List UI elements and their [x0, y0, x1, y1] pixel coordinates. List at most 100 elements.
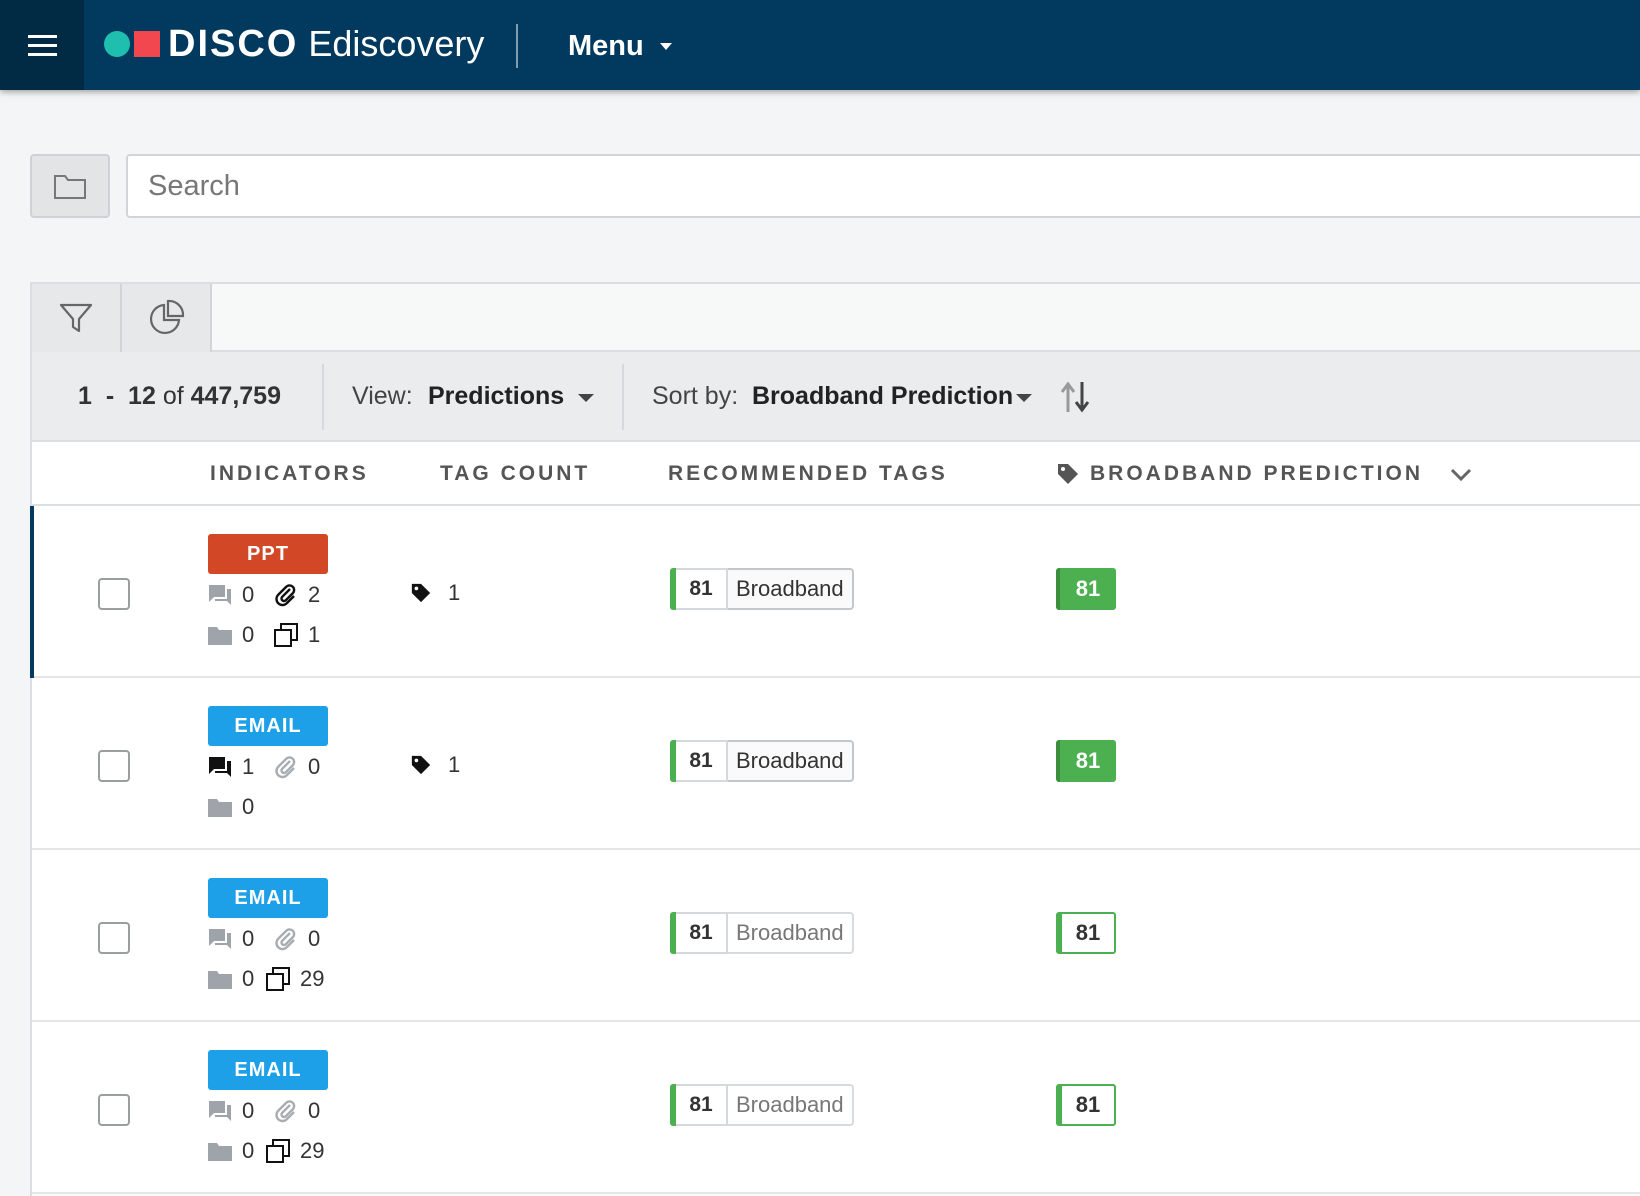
sort-dropdown[interactable]: Broadband Prediction	[752, 382, 1014, 410]
recommended-tag-score: 81	[676, 912, 728, 954]
table-row[interactable]: PPT 0 2 0 1 1 81 Broadband 81	[30, 506, 1640, 678]
paperclip-icon	[275, 756, 296, 779]
row-checkbox[interactable]	[98, 750, 130, 782]
attachments-indicator: 2	[274, 582, 320, 608]
filter-icon	[59, 303, 93, 333]
comment-icon	[209, 1101, 231, 1121]
menu-label: Menu	[568, 29, 644, 62]
recommended-tag-name: Broadband	[728, 1084, 854, 1126]
tag-icon	[1058, 464, 1078, 484]
recommended-tag-name: Broadband	[728, 740, 854, 782]
chart-button[interactable]	[122, 284, 212, 352]
tag-count: 1	[410, 580, 460, 606]
table-row[interactable]: EMAIL 1 0 0 1 81 Broadband 81	[32, 678, 1640, 850]
recommended-tag[interactable]: 81 Broadband	[670, 568, 854, 610]
logo-teal-dot	[104, 31, 130, 57]
copy-icon	[274, 623, 298, 647]
sort-direction-icon[interactable]	[1058, 380, 1092, 414]
view-caret-down-icon[interactable]	[578, 394, 594, 402]
divider	[622, 364, 624, 430]
product-name: Ediscovery	[308, 23, 485, 64]
copies-indicator: 1	[274, 622, 320, 648]
folders-indicator: 0	[208, 966, 254, 992]
folders-indicator: 0	[208, 622, 254, 648]
broadband-prediction-score: 81	[1056, 568, 1116, 610]
row-checkbox[interactable]	[98, 1094, 130, 1126]
filter-button[interactable]	[32, 284, 122, 352]
copies-indicator: 29	[266, 966, 324, 992]
main-menu-dropdown[interactable]: Menu	[568, 26, 672, 66]
table-row[interactable]: EMAIL 0 0 0 29 81 Broadband 81	[32, 1022, 1640, 1194]
recommended-tag-score: 81	[676, 1084, 728, 1126]
divider	[322, 364, 324, 430]
comments-indicator: 0	[208, 582, 254, 608]
doc-type-badge: EMAIL	[208, 878, 328, 918]
folder-icon	[54, 175, 86, 199]
paperclip-icon	[275, 584, 296, 607]
nav-divider	[516, 24, 518, 68]
search-input[interactable]	[126, 154, 1640, 218]
column-header-tag-count[interactable]: TAG COUNT	[440, 462, 591, 485]
comment-icon	[209, 929, 231, 949]
pie-chart-icon	[149, 299, 185, 335]
sort-label: Sort by:	[652, 382, 739, 410]
results-panel: 1 - 12 of 447,759 View: Predictions Sort…	[30, 282, 1640, 1196]
column-header-broadband-prediction[interactable]: BROADBAND PREDICTION	[1090, 462, 1423, 485]
recommended-tag-name: Broadband	[728, 568, 854, 610]
broadband-prediction-score: 81	[1056, 912, 1116, 954]
tag-count: 1	[410, 752, 460, 778]
results-toolbar	[32, 284, 1640, 352]
attachments-indicator: 0	[274, 754, 320, 780]
folder-browse-button[interactable]	[30, 154, 110, 218]
recommended-tag[interactable]: 81 Broadband	[670, 912, 854, 954]
row-checkbox[interactable]	[98, 578, 130, 610]
recommended-tag-name: Broadband	[728, 912, 854, 954]
paperclip-icon	[275, 1100, 296, 1123]
tag-icon	[411, 583, 431, 603]
top-nav-bar: DISCO Ediscovery Menu	[0, 0, 1640, 90]
hamburger-menu-icon[interactable]	[0, 0, 84, 90]
copy-icon	[266, 967, 290, 991]
comments-indicator: 1	[208, 754, 254, 780]
comment-icon	[209, 757, 231, 777]
folder-icon	[208, 1143, 232, 1161]
chevron-down-icon[interactable]	[1450, 468, 1472, 482]
copies-indicator: 29	[266, 1138, 324, 1164]
folders-indicator: 0	[208, 794, 254, 820]
column-header-indicators[interactable]: INDICATORS	[210, 462, 369, 485]
row-checkbox[interactable]	[98, 922, 130, 954]
view-dropdown[interactable]: Predictions	[428, 382, 565, 410]
copy-icon	[266, 1139, 290, 1163]
table-row[interactable]: EMAIL 0 0 0 29 81 Broadband 81	[32, 850, 1640, 1022]
results-info-bar: 1 - 12 of 447,759 View: Predictions Sort…	[32, 352, 1640, 442]
comments-indicator: 0	[208, 926, 254, 952]
brand-name: DISCO	[168, 22, 299, 65]
broadband-prediction-score: 81	[1056, 1084, 1116, 1126]
disco-logo[interactable]: DISCO Ediscovery	[104, 22, 484, 66]
comments-indicator: 0	[208, 1098, 254, 1124]
folders-indicator: 0	[208, 1138, 254, 1164]
folder-icon	[208, 799, 232, 817]
column-header-recommended-tags[interactable]: RECOMMENDED TAGS	[668, 462, 948, 485]
folder-icon	[208, 627, 232, 645]
attachments-indicator: 0	[274, 1098, 320, 1124]
caret-down-icon	[659, 42, 672, 50]
result-count: 1 - 12 of 447,759	[78, 382, 281, 410]
view-label: View:	[352, 382, 413, 410]
recommended-tag[interactable]: 81 Broadband	[670, 740, 854, 782]
doc-type-badge: PPT	[208, 534, 328, 574]
recommended-tag-score: 81	[676, 568, 728, 610]
recommended-tag-score: 81	[676, 740, 728, 782]
folder-icon	[208, 971, 232, 989]
comment-icon	[209, 585, 231, 605]
logo-red-square	[134, 31, 160, 57]
doc-type-badge: EMAIL	[208, 1050, 328, 1090]
table-header: INDICATORS TAG COUNT RECOMMENDED TAGS BR…	[32, 442, 1640, 506]
sort-caret-down-icon[interactable]	[1016, 394, 1032, 402]
recommended-tag[interactable]: 81 Broadband	[670, 1084, 854, 1126]
tag-icon	[411, 755, 431, 775]
paperclip-icon	[275, 928, 296, 951]
doc-type-badge: EMAIL	[208, 706, 328, 746]
broadband-prediction-score: 81	[1056, 740, 1116, 782]
attachments-indicator: 0	[274, 926, 320, 952]
